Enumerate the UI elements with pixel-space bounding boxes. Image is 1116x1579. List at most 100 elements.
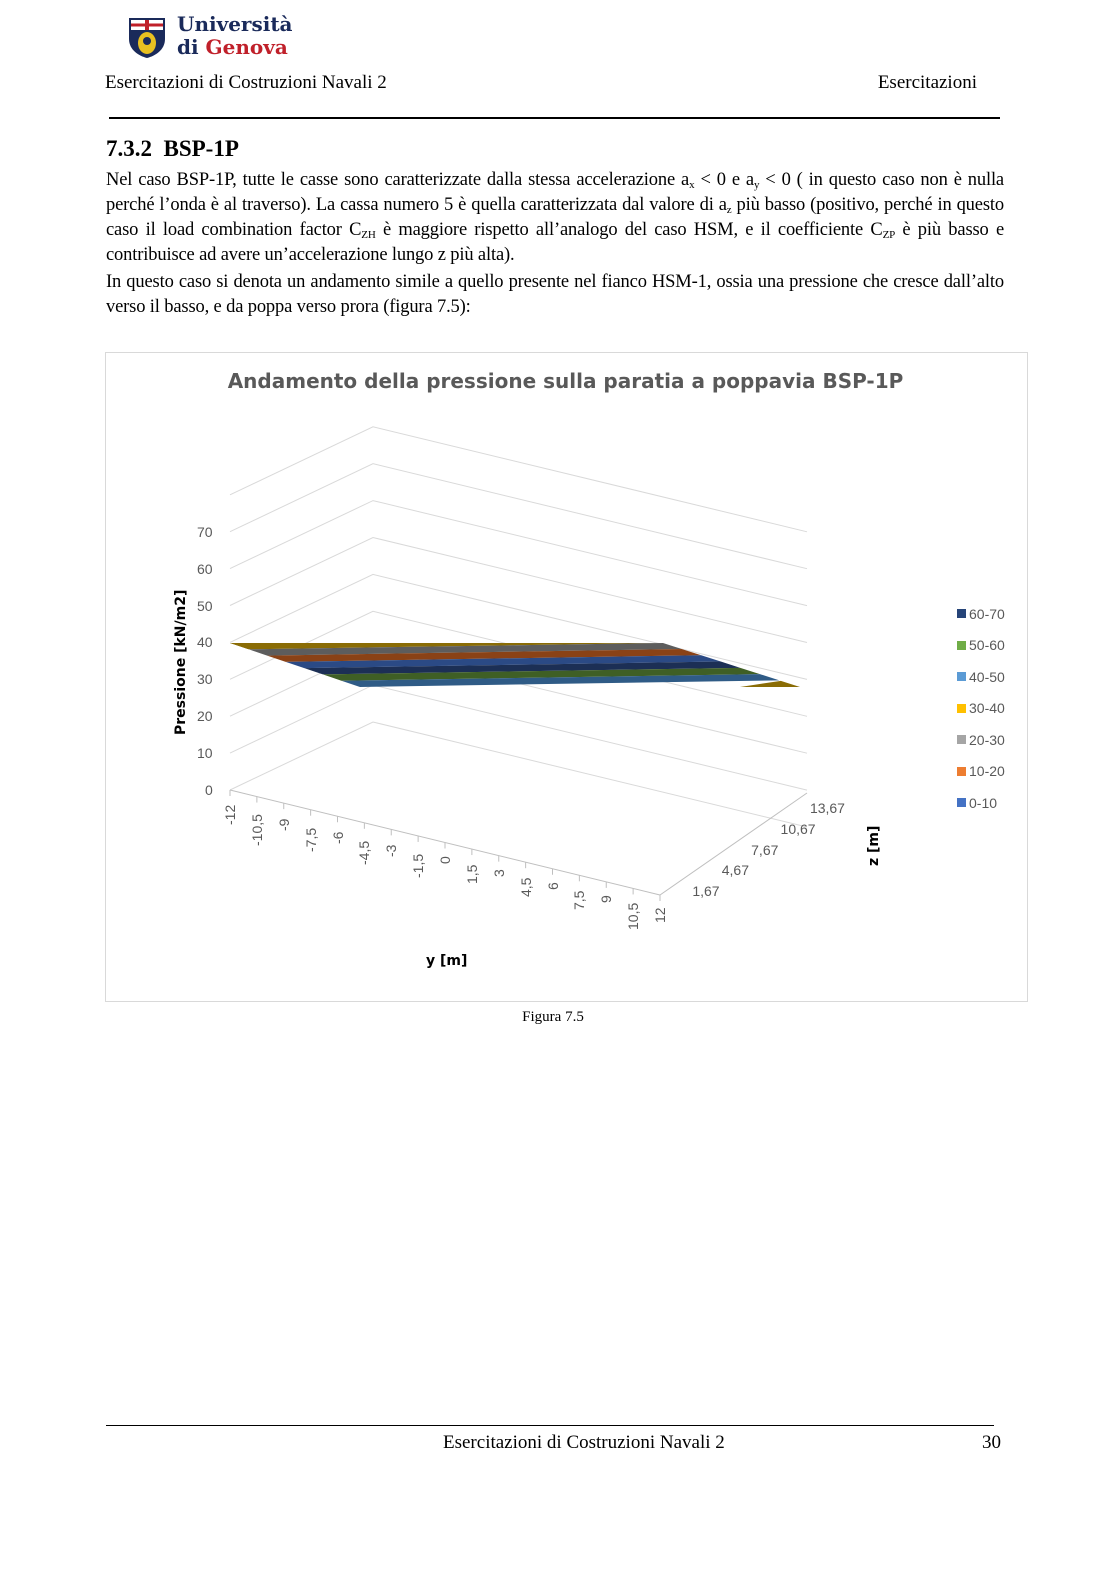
y-tick: -7,5 [302, 827, 319, 852]
subscript: ZH [361, 229, 376, 241]
text: Nel caso BSP-1P, tutte le casse sono car… [106, 170, 690, 190]
surface-band [740, 680, 800, 687]
surface-band [267, 648, 702, 662]
section-title: BSP-1P [163, 136, 239, 161]
surface-band [285, 655, 721, 669]
legend-label: 30-40 [969, 700, 1005, 717]
y-tick: -10,5 [248, 813, 265, 846]
subscript: y [753, 179, 760, 191]
pressure-tick: 70 [197, 523, 213, 540]
legend-item: 0-10 [957, 787, 1005, 819]
y-tick: -1,5 [410, 853, 427, 878]
subscript: x [689, 179, 695, 191]
subscript: ZP [882, 229, 896, 241]
logo-line2a: di [177, 35, 206, 59]
y-tick: -12 [222, 804, 238, 825]
y-tick: 9 [598, 895, 615, 903]
surface-band [304, 661, 741, 675]
logo-line1: Università [177, 12, 293, 36]
legend-item: 60-70 [957, 598, 1005, 630]
y-tick: -3 [383, 844, 400, 858]
legend-label: 0-10 [969, 794, 998, 811]
chart-container [105, 352, 1028, 1002]
pressure-tick: 20 [197, 708, 213, 725]
legend-swatch [957, 798, 966, 808]
y-tick: -4,5 [356, 840, 373, 865]
header-rule [109, 117, 1000, 119]
y-tick: 0 [437, 855, 453, 864]
z-axis-label: z [m] [866, 825, 882, 866]
surface-band [248, 643, 682, 656]
figure-caption: Figura 7.5 [522, 1009, 584, 1025]
y-tick: -9 [275, 818, 292, 832]
paragraph-1: Nel caso BSP-1P, tutte le casse sono car… [106, 168, 1004, 268]
pressure-tick: 50 [197, 597, 213, 614]
legend-swatch [957, 766, 966, 776]
legend-swatch [957, 640, 966, 650]
y-tick: 3 [490, 868, 507, 877]
legend-item: 30-40 [957, 693, 1005, 725]
chart-title: Andamento della pressione sulla paratia … [227, 369, 904, 393]
legend-swatch [957, 672, 966, 682]
page-number: 30 [982, 1432, 1001, 1453]
header-right: Esercitazioni [877, 72, 977, 93]
y-tick: 4,5 [517, 877, 534, 898]
legend-label: 60-70 [969, 605, 1005, 622]
pressure-tick: 10 [197, 745, 213, 762]
y-tick: 7,5 [571, 890, 588, 911]
paragraph-2: In questo caso si denota un andamento si… [106, 272, 1004, 317]
legend-swatch [957, 735, 966, 745]
z-tick: 10,67 [780, 821, 816, 838]
legend-item: 40-50 [957, 661, 1005, 693]
gridline [229, 684, 808, 791]
y-axis-label: y [m] [426, 953, 468, 969]
z-tick: 4,67 [721, 862, 749, 879]
pressure-tick: 0 [205, 782, 213, 798]
pressure-axis-label: Pressione [kN/m2] [173, 589, 189, 735]
pressure-tick: 40 [197, 634, 213, 651]
legend-label: 50-60 [969, 637, 1005, 654]
legend-item: 20-30 [957, 724, 1005, 756]
legend-label: 40-50 [969, 668, 1005, 685]
text: è maggiore rispetto all’analogo del caso… [375, 220, 883, 240]
y-tick: 6 [544, 881, 561, 890]
z-axis-line [659, 792, 808, 896]
university-crest-logo [129, 18, 165, 58]
gridline [229, 426, 808, 533]
surface-band [230, 643, 663, 650]
text: è più basso e contribuisce ad avere un’a… [106, 220, 1005, 265]
logo-line2b: Genova [205, 35, 288, 59]
y-tick: 12 [652, 907, 668, 923]
legend-item: 10-20 [957, 756, 1005, 788]
header-left: Esercitazioni di Costruzioni Navali 2 [105, 72, 387, 93]
gridline [229, 500, 808, 607]
section-number: 7.3.2 [106, 136, 152, 161]
legend-item: 50-60 [957, 630, 1005, 662]
z-tick: 1,67 [692, 882, 720, 899]
y-tick: 1,5 [463, 864, 480, 885]
legend-swatch [957, 609, 966, 619]
text: < 0 e a [694, 170, 754, 190]
y-tick: 10,5 [625, 903, 642, 931]
legend-swatch [957, 703, 966, 713]
footer-rule [106, 1425, 994, 1426]
gridline [229, 536, 808, 643]
chart-legend: 60-70 50-60 40-50 30-40 20-30 10-20 0-10 [957, 598, 1005, 819]
subscript: z [726, 204, 732, 216]
surface-band [341, 674, 780, 687]
y-tick: -6 [329, 831, 346, 845]
section-heading: 7.3.2 BSP-1P [106, 135, 239, 162]
text: più basso (positivo, perché in questo ca… [106, 195, 1004, 240]
surface-band [322, 667, 760, 681]
text: < 0 ( in questo caso non è nulla perché … [106, 170, 1004, 215]
legend-label: 10-20 [969, 763, 1005, 780]
pressure-tick: 30 [197, 671, 213, 688]
surface-band [663, 643, 800, 687]
footer-text: Esercitazioni di Costruzioni Navali 2 [443, 1432, 725, 1453]
surface-band [230, 643, 290, 650]
z-tick: 13,67 [809, 800, 845, 817]
legend-label: 20-30 [969, 731, 1005, 748]
gridline [229, 463, 808, 570]
